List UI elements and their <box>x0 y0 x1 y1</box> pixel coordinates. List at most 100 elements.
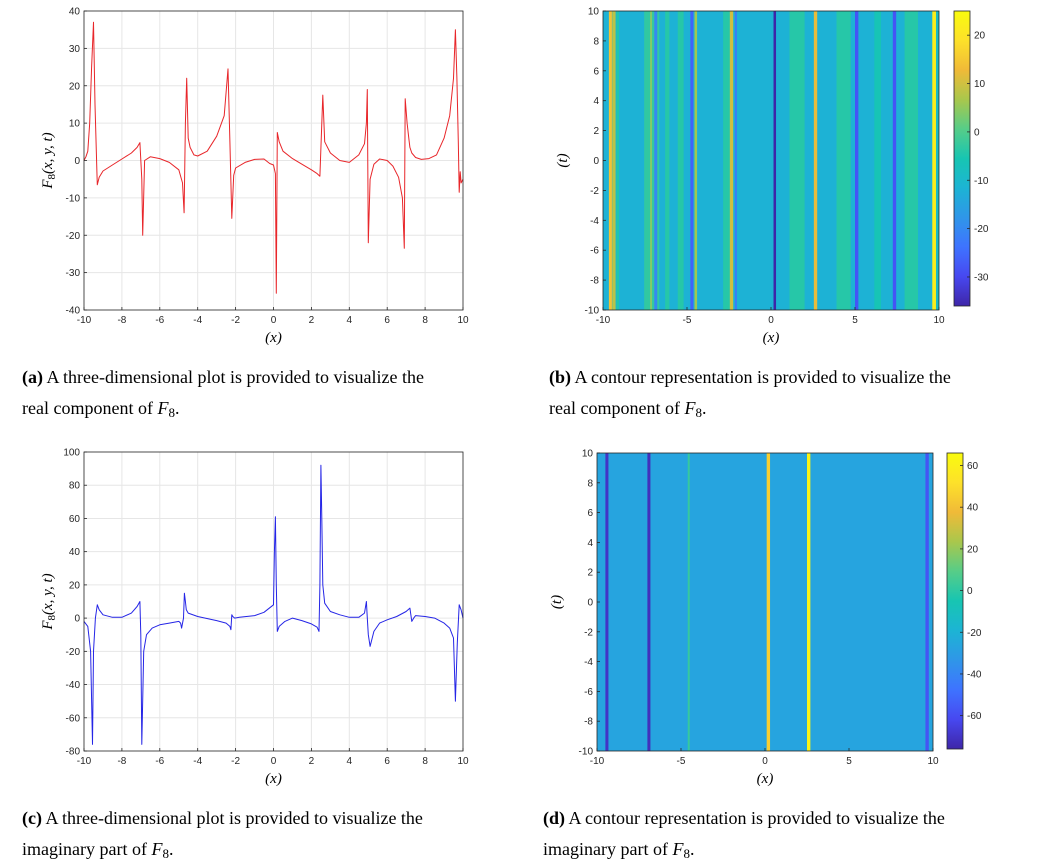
colorbar-scale <box>953 10 971 307</box>
x-tick-label: -4 <box>193 315 202 326</box>
heatmap-band <box>616 11 619 310</box>
heatmap-band <box>836 11 851 310</box>
x-axis-label: (x) <box>265 330 282 346</box>
line-chart-a: -10 -8 -6 -4 -2 0 2 4 6 8 10-40-30-20-10010203040(… <box>40 7 469 347</box>
y-tick-label: 8 <box>587 478 593 489</box>
colorbar-scale <box>946 452 964 750</box>
y-tick-label: 2 <box>587 568 593 579</box>
x-tick-label: 8 <box>422 315 428 326</box>
heatmap-band <box>773 11 777 310</box>
x-tick-label: -6 <box>155 315 164 326</box>
x-tick-label: 4 <box>347 315 353 326</box>
y-tick-label: -8 <box>590 276 599 287</box>
y-tick-label: -40 <box>66 306 81 317</box>
caption-line1: A contour representation is provided to … <box>574 367 951 387</box>
x-tick-label: 10 <box>933 315 945 326</box>
heatmap-band <box>654 11 658 310</box>
x-tick-label: 5 <box>846 756 852 767</box>
heatmap-band <box>904 11 918 310</box>
x-tick-label: 10 <box>457 315 469 326</box>
y-tick-label: -10 <box>66 193 81 204</box>
x-tick-label: 6 <box>384 756 390 767</box>
colorbar-tick-label: 0 <box>974 127 980 138</box>
caption-label: (d) <box>543 808 565 828</box>
colorbar-tick-label: -10 <box>974 176 989 187</box>
heatmap-band <box>855 11 859 310</box>
x-tick-label: -10 <box>590 756 605 767</box>
x-tick-label: 4 <box>347 756 353 767</box>
y-tick-label: -10 <box>579 747 594 758</box>
x-tick-label: -10 <box>77 315 92 326</box>
x-tick-label: 2 <box>309 315 315 326</box>
y-tick-label: 0 <box>593 156 599 167</box>
caption-line1: A three-dimensional plot is provided to … <box>45 808 423 828</box>
x-tick-label: 5 <box>852 315 858 326</box>
caption-line2: imaginary part of <box>22 839 147 859</box>
colorbar: 60 40 20 0 -20 -40 -60 <box>946 452 982 750</box>
heatmap-band <box>925 453 929 751</box>
y-tick-label: 10 <box>582 449 594 460</box>
heatmap-band <box>694 11 698 310</box>
x-tick-label: 2 <box>309 756 315 767</box>
y-axis-label: F8(x, y, t) <box>40 132 58 189</box>
y-tick-label: -40 <box>66 680 81 691</box>
caption-b: (b) A contour representation is provided… <box>549 362 1036 424</box>
caption-label: (b) <box>549 367 571 387</box>
x-tick-label: -2 <box>231 756 240 767</box>
y-tick-label: 4 <box>587 538 593 549</box>
caption-line1: A three-dimensional plot is provided to … <box>46 367 424 387</box>
y-tick-label: -2 <box>590 186 599 197</box>
x-tick-label: -2 <box>231 315 240 326</box>
heatmap-background <box>597 453 933 751</box>
caption-line2: real component of <box>22 398 153 418</box>
heatmap-d: -10 -5 0 5 10-10-8-6-4-20246810(x)(t)6040200… <box>549 449 982 788</box>
heatmap-band <box>936 11 939 310</box>
caption-a: (a) A three-dimensional plot is provided… <box>22 362 508 424</box>
y-tick-label: -60 <box>66 713 81 724</box>
x-tick-label: 6 <box>384 315 390 326</box>
heatmap-band <box>677 11 684 310</box>
y-tick-label: 10 <box>588 7 600 18</box>
y-tick-label: -80 <box>66 747 81 758</box>
caption-label: (c) <box>22 808 42 828</box>
caption-subscript: 8 <box>683 846 690 861</box>
heatmap-band <box>650 11 653 310</box>
caption-line1: A contour representation is provided to … <box>568 808 945 828</box>
caption-symbol: F <box>672 839 684 859</box>
caption-subscript: 8 <box>162 846 169 861</box>
colorbar-tick-label: -20 <box>974 224 989 235</box>
y-tick-label: -8 <box>584 717 593 728</box>
x-axis-label: (x) <box>265 771 282 787</box>
y-tick-label: 80 <box>69 481 81 492</box>
x-tick-label: -8 <box>117 756 126 767</box>
heatmap-band <box>729 11 734 310</box>
heatmap-band <box>766 453 771 751</box>
heatmap-band <box>734 11 737 310</box>
y-tick-label: -6 <box>584 687 593 698</box>
colorbar-tick-label: -30 <box>974 272 989 283</box>
heatmap-band <box>612 11 616 310</box>
colorbar-tick-label: 20 <box>967 544 979 555</box>
heatmap-band <box>874 11 882 310</box>
y-axis-label: (t) <box>555 153 571 167</box>
colorbar-tick-label: -20 <box>967 628 982 639</box>
caption-c: (c) A three-dimensional plot is provided… <box>22 803 508 865</box>
colorbar-tick-label: 20 <box>974 31 986 42</box>
colorbar-tick-label: 0 <box>967 586 973 597</box>
y-tick-label: 0 <box>74 156 80 167</box>
x-axis-label: (x) <box>757 771 774 787</box>
y-tick-label: 0 <box>587 598 593 609</box>
x-tick-label: -5 <box>677 756 686 767</box>
y-tick-label: 30 <box>69 44 81 55</box>
y-tick-label: 0 <box>74 614 80 625</box>
y-tick-label: 20 <box>69 580 81 591</box>
colorbar-tick-label: 40 <box>967 503 979 514</box>
y-axis-label: (t) <box>549 595 565 609</box>
x-tick-label: 0 <box>762 756 768 767</box>
x-tick-label: 10 <box>927 756 939 767</box>
y-tick-label: 60 <box>69 514 81 525</box>
x-axis-label: (x) <box>763 330 780 346</box>
y-tick-label: 2 <box>593 126 599 137</box>
colorbar-tick-label: -60 <box>967 711 982 722</box>
